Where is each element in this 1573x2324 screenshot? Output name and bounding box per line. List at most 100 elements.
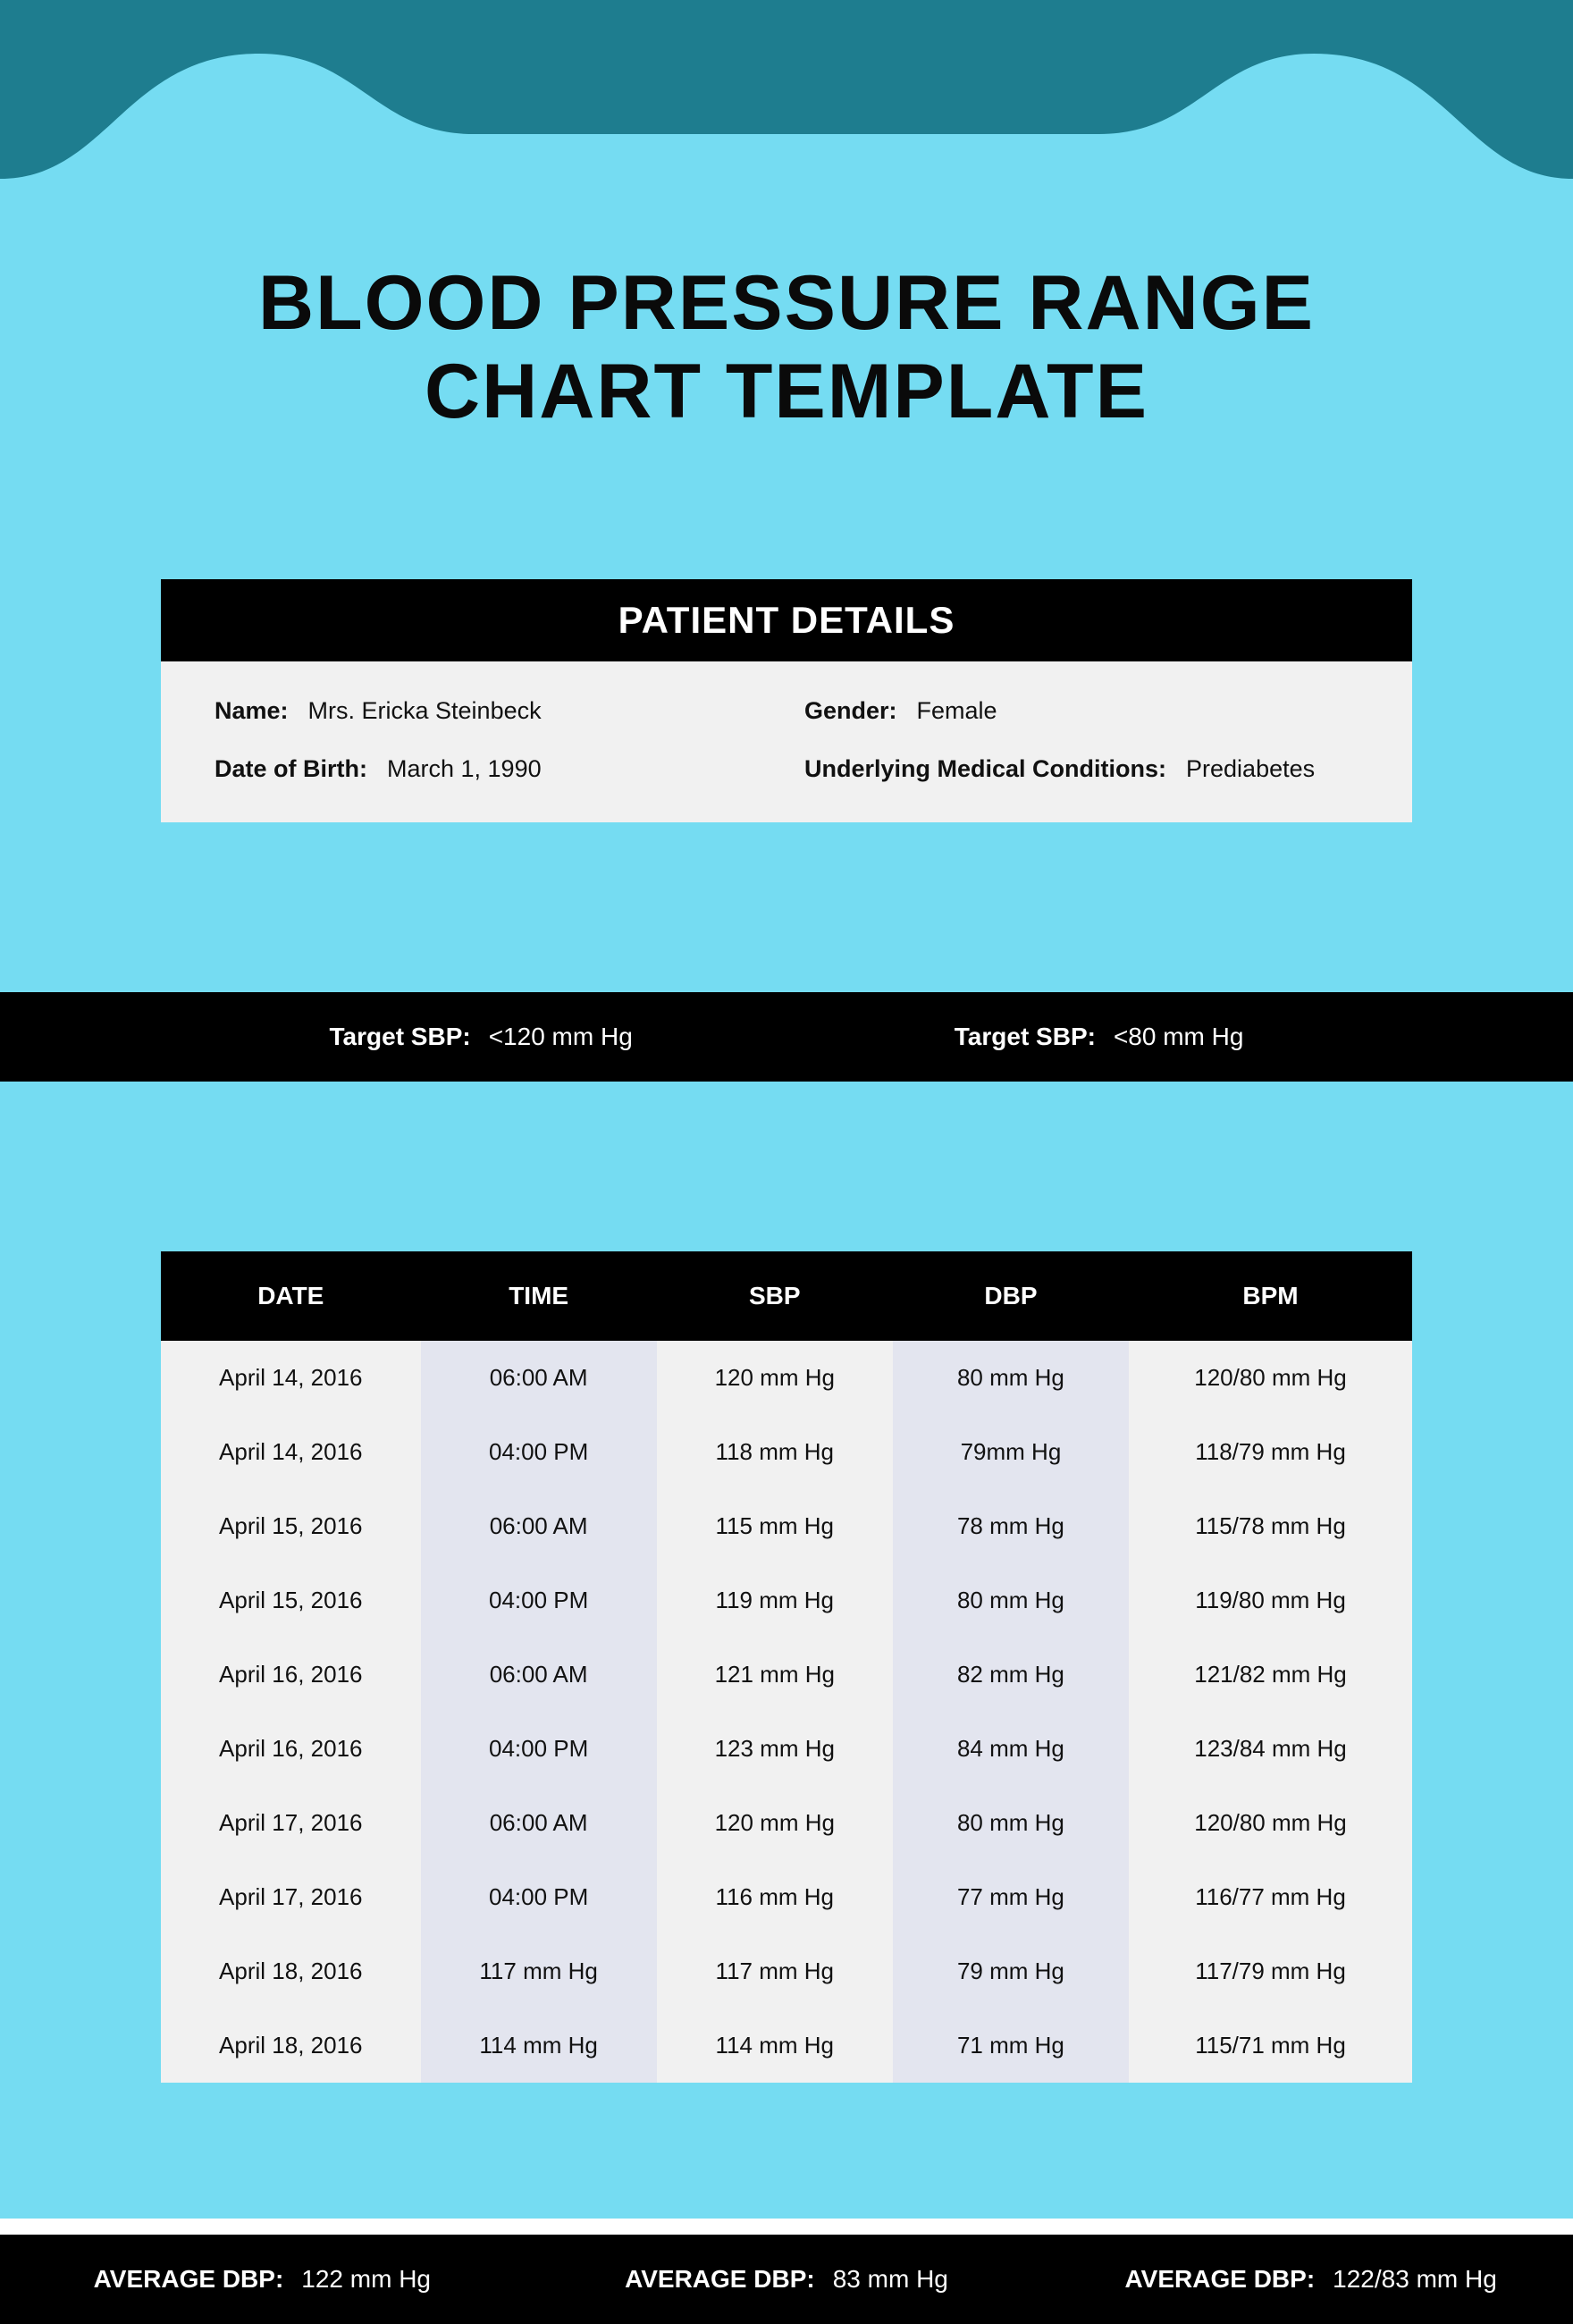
col-date: DATE <box>161 1282 421 1310</box>
table-cell: April 17, 2016 <box>161 1860 421 1934</box>
table-row: April 14, 201606:00 AM120 mm Hg80 mm Hg1… <box>161 1341 1412 1415</box>
table-cell: 06:00 AM <box>421 1638 657 1712</box>
table-cell: 119 mm Hg <box>657 1563 893 1638</box>
table-cell: 116/77 mm Hg <box>1129 1860 1412 1934</box>
target-right-label: Target SBP: <box>955 1023 1096 1051</box>
conditions-value: Prediabetes <box>1186 755 1315 783</box>
title-line-1: BLOOD PRESSURE RANGE <box>258 260 1315 346</box>
table-cell: April 16, 2016 <box>161 1638 421 1712</box>
dob-value: March 1, 1990 <box>387 755 542 783</box>
table-cell: 120/80 mm Hg <box>1129 1341 1412 1415</box>
table-cell: 80 mm Hg <box>893 1563 1129 1638</box>
average-2-label: AVERAGE DBP: <box>625 2265 815 2294</box>
dob-label: Date of Birth: <box>214 755 367 783</box>
average-3: AVERAGE DBP: 122/83 mm Hg <box>1048 2265 1573 2294</box>
table-cell: 80 mm Hg <box>893 1786 1129 1860</box>
table-cell: 115 mm Hg <box>657 1489 893 1563</box>
table-cell: 79 mm Hg <box>893 1934 1129 2008</box>
table-cell: April 14, 2016 <box>161 1415 421 1489</box>
average-2-value: 83 mm Hg <box>833 2265 948 2294</box>
table-cell: 115/71 mm Hg <box>1129 2008 1412 2083</box>
field-dob: Date of Birth: March 1, 1990 <box>214 755 769 783</box>
table-cell: 80 mm Hg <box>893 1341 1129 1415</box>
field-gender: Gender: Female <box>804 697 1358 725</box>
table-cell: 117 mm Hg <box>421 1934 657 2008</box>
table-cell: 114 mm Hg <box>657 2008 893 2083</box>
table-cell: 120 mm Hg <box>657 1341 893 1415</box>
patient-details-header: PATIENT DETAILS <box>161 579 1412 661</box>
table-row: April 15, 201604:00 PM119 mm Hg80 mm Hg1… <box>161 1563 1412 1638</box>
average-3-value: 122/83 mm Hg <box>1333 2265 1497 2294</box>
table-cell: 117 mm Hg <box>657 1934 893 2008</box>
title-line-2: CHART TEMPLATE <box>425 349 1148 434</box>
table-cell: 120 mm Hg <box>657 1786 893 1860</box>
col-dbp: DBP <box>893 1282 1129 1310</box>
field-conditions: Underlying Medical Conditions: Prediabet… <box>804 755 1358 783</box>
table-cell: 06:00 AM <box>421 1341 657 1415</box>
table-row: April 17, 201604:00 PM116 mm Hg77 mm Hg1… <box>161 1860 1412 1934</box>
table-cell: 123 mm Hg <box>657 1712 893 1786</box>
table-cell: 84 mm Hg <box>893 1712 1129 1786</box>
table-cell: 82 mm Hg <box>893 1638 1129 1712</box>
targets-bar: Target SBP: <120 mm Hg Target SBP: <80 m… <box>0 992 1573 1082</box>
field-name: Name: Mrs. Ericka Steinbeck <box>214 697 769 725</box>
table-body: April 14, 201606:00 AM120 mm Hg80 mm Hg1… <box>161 1341 1412 2083</box>
table-row: April 16, 201606:00 AM121 mm Hg82 mm Hg1… <box>161 1638 1412 1712</box>
table-cell: 123/84 mm Hg <box>1129 1712 1412 1786</box>
table-row: April 18, 2016117 mm Hg117 mm Hg79 mm Hg… <box>161 1934 1412 2008</box>
table-cell: 118/79 mm Hg <box>1129 1415 1412 1489</box>
average-1: AVERAGE DBP: 122 mm Hg <box>0 2265 525 2294</box>
name-label: Name: <box>214 697 289 725</box>
gender-value: Female <box>917 697 997 725</box>
table-cell: 79mm Hg <box>893 1415 1129 1489</box>
table-cell: 115/78 mm Hg <box>1129 1489 1412 1563</box>
table-cell: April 17, 2016 <box>161 1786 421 1860</box>
target-left-label: Target SBP: <box>330 1023 471 1051</box>
table-row: April 14, 201604:00 PM118 mm Hg79mm Hg11… <box>161 1415 1412 1489</box>
bp-readings-table: DATE TIME SBP DBP BPM April 14, 201606:0… <box>161 1251 1412 2083</box>
table-cell: 121/82 mm Hg <box>1129 1638 1412 1712</box>
target-sbp-right: Target SBP: <80 mm Hg <box>955 1023 1244 1051</box>
table-cell: 78 mm Hg <box>893 1489 1129 1563</box>
table-header-row: DATE TIME SBP DBP BPM <box>161 1251 1412 1341</box>
title-block: BLOOD PRESSURE RANGE CHART TEMPLATE <box>0 0 1573 472</box>
table-cell: April 16, 2016 <box>161 1712 421 1786</box>
conditions-label: Underlying Medical Conditions: <box>804 755 1166 783</box>
target-left-value: <120 mm Hg <box>489 1023 633 1051</box>
table-row: April 17, 201606:00 AM120 mm Hg80 mm Hg1… <box>161 1786 1412 1860</box>
col-time: TIME <box>421 1282 657 1310</box>
table-cell: April 15, 2016 <box>161 1563 421 1638</box>
table-cell: April 15, 2016 <box>161 1489 421 1563</box>
averages-bar: AVERAGE DBP: 122 mm Hg AVERAGE DBP: 83 m… <box>0 2235 1573 2324</box>
table-row: April 18, 2016114 mm Hg114 mm Hg71 mm Hg… <box>161 2008 1412 2083</box>
gender-label: Gender: <box>804 697 897 725</box>
table-cell: 121 mm Hg <box>657 1638 893 1712</box>
table-cell: 117/79 mm Hg <box>1129 1934 1412 2008</box>
average-3-label: AVERAGE DBP: <box>1125 2265 1316 2294</box>
col-sbp: SBP <box>657 1282 893 1310</box>
table-cell: 120/80 mm Hg <box>1129 1786 1412 1860</box>
table-cell: 116 mm Hg <box>657 1860 893 1934</box>
table-cell: 04:00 PM <box>421 1415 657 1489</box>
table-cell: 119/80 mm Hg <box>1129 1563 1412 1638</box>
patient-details-grid: Name: Mrs. Ericka Steinbeck Gender: Fema… <box>161 661 1412 822</box>
table-cell: 06:00 AM <box>421 1786 657 1860</box>
table-cell: 06:00 AM <box>421 1489 657 1563</box>
table-row: April 16, 201604:00 PM123 mm Hg84 mm Hg1… <box>161 1712 1412 1786</box>
table-cell: April 14, 2016 <box>161 1341 421 1415</box>
table-cell: 77 mm Hg <box>893 1860 1129 1934</box>
table-cell: April 18, 2016 <box>161 1934 421 2008</box>
patient-details-card: PATIENT DETAILS Name: Mrs. Ericka Steinb… <box>161 579 1412 822</box>
table-row: April 15, 201606:00 AM115 mm Hg78 mm Hg1… <box>161 1489 1412 1563</box>
table-cell: April 18, 2016 <box>161 2008 421 2083</box>
table-cell: 71 mm Hg <box>893 2008 1129 2083</box>
col-bpm: BPM <box>1129 1282 1412 1310</box>
average-1-label: AVERAGE DBP: <box>94 2265 284 2294</box>
table-cell: 04:00 PM <box>421 1860 657 1934</box>
table-cell: 118 mm Hg <box>657 1415 893 1489</box>
average-1-value: 122 mm Hg <box>301 2265 431 2294</box>
target-sbp-left: Target SBP: <120 mm Hg <box>330 1023 633 1051</box>
table-cell: 114 mm Hg <box>421 2008 657 2083</box>
table-cell: 04:00 PM <box>421 1712 657 1786</box>
page-title: BLOOD PRESSURE RANGE CHART TEMPLATE <box>0 259 1573 436</box>
